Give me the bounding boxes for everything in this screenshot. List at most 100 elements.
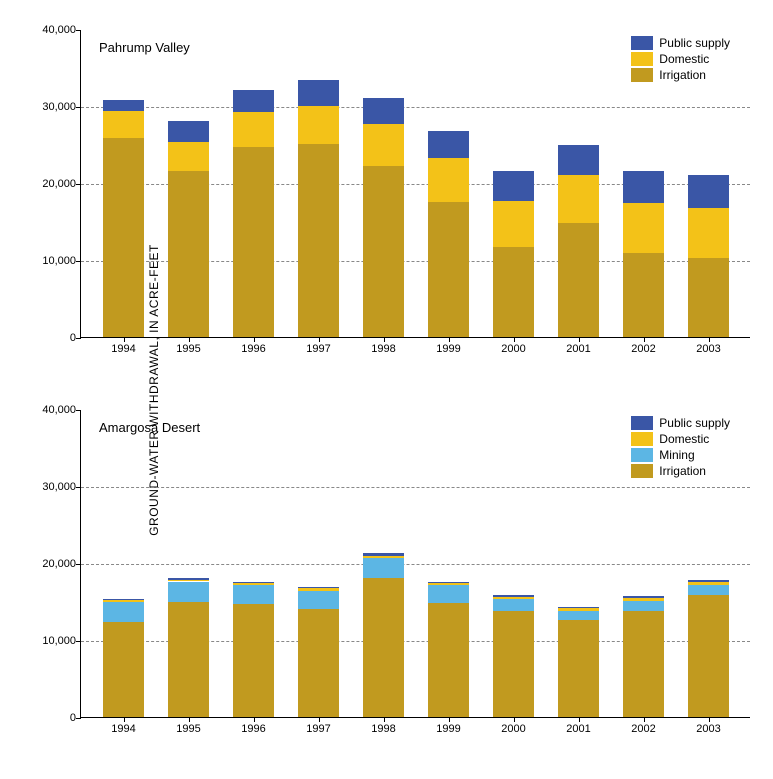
bar-segment-public_supply (363, 553, 404, 556)
bar-segment-irrigation (558, 620, 599, 717)
ytick-label: 10,000 (26, 635, 76, 647)
bar-segment-public_supply (623, 596, 664, 598)
bar-segment-mining (233, 585, 274, 603)
bar-segment-domestic (103, 111, 144, 138)
bar-segment-domestic (623, 598, 664, 600)
bar-segment-irrigation (558, 223, 599, 337)
legend-swatch (631, 464, 653, 478)
xtick-mark (319, 717, 320, 722)
legend-swatch (631, 432, 653, 446)
bar-segment-domestic (168, 142, 209, 171)
bar-segment-irrigation (168, 602, 209, 717)
ytick-label: 0 (26, 712, 76, 724)
bar-segment-public_supply (558, 145, 599, 176)
legend-label: Mining (659, 448, 694, 462)
xtick-label: 1994 (111, 723, 135, 735)
bar-segment-domestic (428, 158, 469, 203)
bar-segment-public_supply (168, 121, 209, 143)
bar-segment-irrigation (623, 611, 664, 717)
legend-swatch (631, 52, 653, 66)
bar-segment-public_supply (168, 578, 209, 579)
xtick-label: 2000 (501, 343, 525, 355)
bar-segment-domestic (233, 112, 274, 147)
bar-segment-irrigation (493, 611, 534, 717)
bar-segment-irrigation (233, 147, 274, 337)
bar-segment-public_supply (103, 100, 144, 112)
legend-item: Domestic (631, 432, 730, 446)
bar-segment-public_supply (558, 607, 599, 609)
xtick-mark (124, 337, 125, 342)
bar-segment-irrigation (428, 603, 469, 717)
xtick-mark (189, 717, 190, 722)
legend-label: Irrigation (659, 464, 706, 478)
ytick-label: 40,000 (26, 24, 76, 36)
xtick-mark (449, 337, 450, 342)
legend-label: Public supply (659, 36, 730, 50)
panel-amargosa: 010,00020,00030,00040,000199419951996199… (80, 410, 750, 718)
bar-segment-domestic (493, 597, 534, 599)
legend-swatch (631, 416, 653, 430)
bar-segment-irrigation (688, 595, 729, 717)
panel-title: Amargosa Desert (99, 420, 200, 435)
xtick-mark (124, 717, 125, 722)
bar-segment-public_supply (233, 90, 274, 112)
ytick-label: 40,000 (26, 404, 76, 416)
xtick-mark (254, 337, 255, 342)
ytick-label: 10,000 (26, 255, 76, 267)
bar-segment-public_supply (623, 171, 664, 203)
bar-segment-mining (363, 558, 404, 578)
bar-segment-mining (103, 602, 144, 621)
legend: Public supply Domestic Irrigation (631, 36, 730, 84)
bar-segment-public_supply (298, 587, 339, 589)
xtick-label: 2001 (566, 723, 590, 735)
xtick-mark (449, 717, 450, 722)
legend-item: Mining (631, 448, 730, 462)
bar-segment-irrigation (623, 253, 664, 337)
legend-label: Public supply (659, 416, 730, 430)
legend-label: Domestic (659, 432, 709, 446)
bar-segment-public_supply (233, 582, 274, 584)
xtick-label: 1999 (436, 343, 460, 355)
bar-segment-mining (298, 591, 339, 609)
xtick-label: 1995 (176, 723, 200, 735)
bar-segment-public_supply (688, 580, 729, 582)
bar-segment-domestic (558, 608, 599, 610)
xtick-mark (384, 717, 385, 722)
bar-segment-irrigation (298, 144, 339, 337)
bar-segment-domestic (233, 583, 274, 585)
xtick-label: 1996 (241, 723, 265, 735)
xtick-label: 1999 (436, 723, 460, 735)
xtick-mark (514, 717, 515, 722)
legend-item: Domestic (631, 52, 730, 66)
xtick-mark (709, 717, 710, 722)
bar-segment-irrigation (363, 166, 404, 337)
bar-segment-mining (493, 599, 534, 611)
bar-segment-domestic (688, 582, 729, 584)
panel-pahrump: 010,00020,00030,00040,000199419951996199… (80, 30, 750, 338)
bar-segment-irrigation (103, 138, 144, 337)
bar-segment-domestic (103, 600, 144, 602)
legend-swatch (631, 36, 653, 50)
xtick-label: 1998 (371, 723, 395, 735)
panel-title: Pahrump Valley (99, 40, 190, 55)
bar-segment-public_supply (428, 131, 469, 157)
ytick-label: 0 (26, 332, 76, 344)
ytick-mark (76, 338, 81, 339)
xtick-label: 2002 (631, 723, 655, 735)
xtick-mark (514, 337, 515, 342)
legend-item: Public supply (631, 36, 730, 50)
ytick-mark (76, 718, 81, 719)
xtick-label: 2001 (566, 343, 590, 355)
xtick-mark (644, 337, 645, 342)
bar-segment-domestic (363, 556, 404, 558)
xtick-label: 1995 (176, 343, 200, 355)
bar-segment-irrigation (493, 247, 534, 337)
xtick-label: 1994 (111, 343, 135, 355)
bar-segment-domestic (363, 124, 404, 166)
xtick-mark (189, 337, 190, 342)
plot-area: 010,00020,00030,00040,000199419951996199… (80, 30, 750, 338)
bar-segment-irrigation (688, 258, 729, 337)
xtick-label: 2003 (696, 343, 720, 355)
legend-item: Irrigation (631, 68, 730, 82)
bar-segment-irrigation (363, 578, 404, 717)
